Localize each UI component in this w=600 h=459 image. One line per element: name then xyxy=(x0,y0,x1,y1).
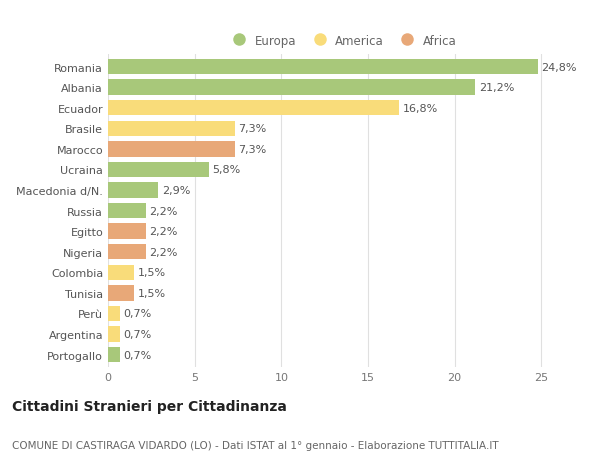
Bar xyxy=(108,101,399,116)
Bar xyxy=(108,285,134,301)
Text: 5,8%: 5,8% xyxy=(212,165,240,175)
Text: 24,8%: 24,8% xyxy=(541,62,577,73)
Bar xyxy=(108,80,475,95)
Text: COMUNE DI CASTIRAGA VIDARDO (LO) - Dati ISTAT al 1° gennaio - Elaborazione TUTTI: COMUNE DI CASTIRAGA VIDARDO (LO) - Dati … xyxy=(12,440,499,450)
Legend: Europa, America, Africa: Europa, America, Africa xyxy=(223,30,461,52)
Bar xyxy=(108,224,146,240)
Text: 2,9%: 2,9% xyxy=(162,185,190,196)
Bar xyxy=(108,183,158,198)
Text: 2,2%: 2,2% xyxy=(149,247,178,257)
Bar xyxy=(108,245,146,260)
Text: 16,8%: 16,8% xyxy=(403,103,438,113)
Bar xyxy=(108,347,120,363)
Text: 7,3%: 7,3% xyxy=(238,145,266,155)
Text: 0,7%: 0,7% xyxy=(124,309,152,319)
Bar xyxy=(108,60,538,75)
Text: 7,3%: 7,3% xyxy=(238,124,266,134)
Bar xyxy=(108,162,209,178)
Text: Cittadini Stranieri per Cittadinanza: Cittadini Stranieri per Cittadinanza xyxy=(12,399,287,413)
Bar xyxy=(108,306,120,321)
Text: 0,7%: 0,7% xyxy=(124,330,152,339)
Text: 1,5%: 1,5% xyxy=(137,288,166,298)
Text: 2,2%: 2,2% xyxy=(149,206,178,216)
Text: 2,2%: 2,2% xyxy=(149,227,178,237)
Text: 1,5%: 1,5% xyxy=(137,268,166,278)
Bar xyxy=(108,327,120,342)
Text: 0,7%: 0,7% xyxy=(124,350,152,360)
Bar xyxy=(108,265,134,280)
Bar xyxy=(108,142,235,157)
Text: 21,2%: 21,2% xyxy=(479,83,514,93)
Bar xyxy=(108,203,146,219)
Bar xyxy=(108,121,235,137)
